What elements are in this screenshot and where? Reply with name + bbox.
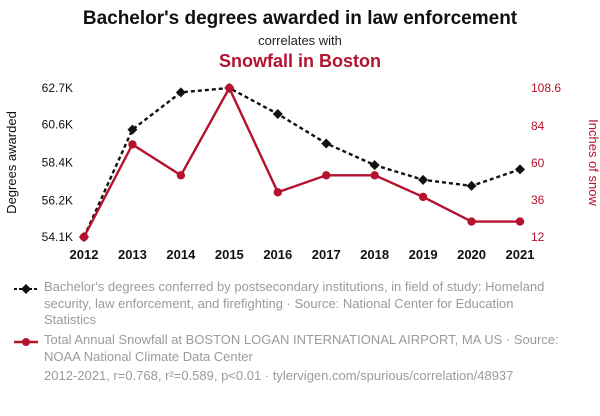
svg-text:2013: 2013: [118, 247, 147, 262]
svg-text:2015: 2015: [215, 247, 244, 262]
legend-text-snowfall: Total Annual Snowfall at BOSTON LOGAN IN…: [44, 331, 559, 364]
svg-text:56.2K: 56.2K: [42, 194, 73, 208]
footnote-text: 2012-2021, r=0.768, r²=0.589, p<0.01 · t…: [44, 368, 514, 384]
svg-text:12: 12: [531, 230, 545, 244]
caption-block: Bachelor's degrees conferred by postseco…: [14, 279, 586, 385]
svg-text:Inches of snow: Inches of snow: [586, 119, 600, 206]
dual-axis-line-chart: 54.1K 56.2K 58.4K 60.6K 62.7K 12 36 60 84 108.6 20…: [4, 81, 600, 262]
svg-text:62.7K: 62.7K: [42, 81, 73, 95]
svg-text:84: 84: [531, 119, 545, 133]
svg-text:Degrees awarded: Degrees awarded: [4, 111, 19, 214]
svg-text:2017: 2017: [312, 247, 341, 262]
diamond-series-legend-icon: [14, 279, 44, 300]
svg-text:54.1K: 54.1K: [42, 230, 73, 244]
svg-text:60.6K: 60.6K: [42, 117, 73, 131]
svg-text:108.6: 108.6: [531, 81, 561, 95]
correlates-with-label: correlates with: [258, 33, 342, 48]
svg-text:2012: 2012: [70, 247, 99, 262]
svg-text:2019: 2019: [409, 247, 438, 262]
legend-text-degrees: Bachelor's degrees conferred by postseco…: [44, 279, 545, 328]
page-title: Bachelor's degrees awarded in law enforc…: [82, 8, 518, 29]
svg-text:60: 60: [531, 156, 545, 170]
spurious-correlation-chart-page: Bachelor's degrees awarded in law enforc…: [0, 8, 600, 416]
legend-item-degrees: Bachelor's degrees conferred by postseco…: [14, 279, 586, 329]
footnote-row: 2012-2021, r=0.768, r²=0.589, p<0.01 · t…: [14, 368, 586, 385]
svg-text:2014: 2014: [166, 247, 196, 262]
svg-text:36: 36: [531, 193, 545, 207]
circle-series-legend-icon: [14, 332, 44, 353]
svg-text:2016: 2016: [263, 247, 292, 262]
secondary-title: Snowfall in Boston: [219, 51, 381, 71]
svg-text:2018: 2018: [360, 247, 389, 262]
legend-item-snowfall: Total Annual Snowfall at BOSTON LOGAN IN…: [14, 332, 586, 365]
svg-text:2021: 2021: [506, 247, 535, 262]
svg-text:2020: 2020: [457, 247, 486, 262]
svg-text:58.4K: 58.4K: [42, 156, 73, 170]
footnote-spacer: [14, 368, 44, 371]
